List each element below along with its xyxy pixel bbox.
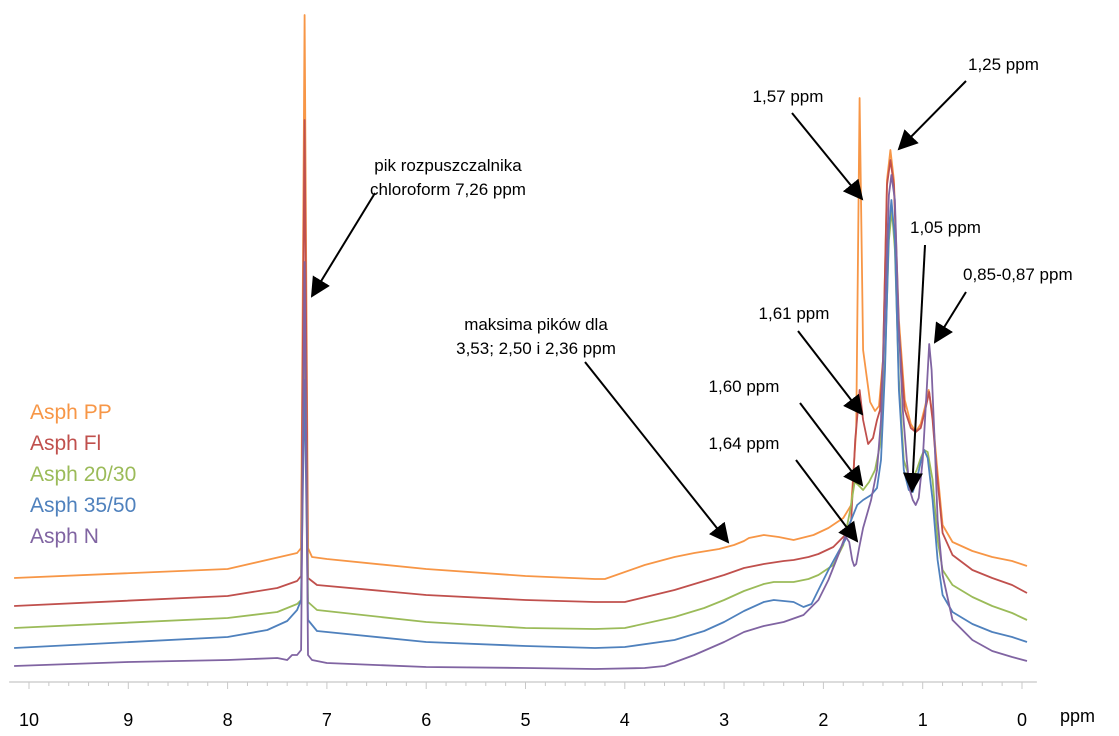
series-line-asph-35-50 — [14, 199, 1028, 649]
x-axis: 10 9 8 7 6 5 4 3 2 1 0 ppm — [9, 681, 1095, 730]
legend: Asph PP Asph Fl Asph 20/30 Asph 35/50 Asph N — [30, 401, 136, 548]
annotation-label: 1,60 ppm — [709, 377, 780, 396]
annotation-label: 0,85-0,87 ppm — [963, 265, 1073, 284]
annotation: 1,57 ppm — [753, 87, 864, 201]
annotation-arrow — [584, 361, 730, 544]
annotation-arrow — [797, 330, 864, 416]
annotation-label: 1,05 ppm — [910, 218, 981, 237]
annotation: 0,85-0,87 ppm — [933, 265, 1073, 344]
x-tick-label: 2 — [818, 710, 828, 730]
annotation-label: 1,25 ppm — [968, 55, 1039, 74]
annotation: maksima pików dla 3,53; 2,50 i 2,36 ppm — [456, 315, 730, 544]
series-line-asph-20-30 — [14, 209, 1028, 630]
x-tick-label: 3 — [719, 710, 729, 730]
legend-item-asph-20-30: Asph 20/30 — [30, 463, 136, 486]
annotation-arrow — [795, 459, 859, 543]
series-line-asph-pp — [14, 14, 1028, 580]
annotation-arrow — [791, 112, 864, 201]
annotation-label: 3,53; 2,50 i 2,36 ppm — [456, 339, 616, 358]
x-tick-label: 10 — [19, 710, 39, 730]
annotation: 1,05 ppm — [902, 218, 981, 493]
annotation-label: 1,64 ppm — [709, 434, 780, 453]
x-tick-label: 0 — [1017, 710, 1027, 730]
annotation: 1,60 ppm — [709, 377, 864, 487]
x-tick-label: 6 — [421, 710, 431, 730]
legend-item-asph-n: Asph N — [30, 525, 99, 548]
x-tick-label: 7 — [322, 710, 332, 730]
legend-item-asph-fl: Asph Fl — [30, 432, 101, 455]
annotation: pik rozpuszczalnika chloroform 7,26 ppm — [310, 156, 526, 298]
annotation-label: chloroform 7,26 ppm — [370, 180, 526, 199]
series-line-asph-n — [14, 174, 1028, 670]
x-tick-label: 4 — [620, 710, 630, 730]
annotation: 1,25 ppm — [897, 55, 1039, 151]
x-axis-label: ppm — [1060, 706, 1095, 726]
annotation-label: 1,57 ppm — [753, 87, 824, 106]
annotation-arrow — [897, 80, 967, 151]
x-tick-label: 9 — [123, 710, 133, 730]
annotation: 1,64 ppm — [709, 434, 859, 543]
annotation-label: maksima pików dla — [464, 315, 608, 334]
annotation-label: pik rozpuszczalnika — [374, 156, 522, 175]
x-tick-label: 1 — [918, 710, 928, 730]
legend-item-asph-pp: Asph PP — [30, 401, 112, 424]
annotation-arrow — [902, 244, 926, 493]
annotation: 1,61 ppm — [759, 304, 864, 416]
annotations: pik rozpuszczalnika chloroform 7,26 ppm ma… — [310, 55, 1073, 544]
x-tick-label: 5 — [520, 710, 530, 730]
legend-item-asph-35-50: Asph 35/50 — [30, 494, 136, 517]
annotation-arrow — [799, 402, 864, 487]
annotation-arrow — [933, 291, 967, 344]
annotation-arrow — [310, 192, 376, 298]
annotation-label: 1,61 ppm — [759, 304, 830, 323]
x-tick-label: 8 — [223, 710, 233, 730]
